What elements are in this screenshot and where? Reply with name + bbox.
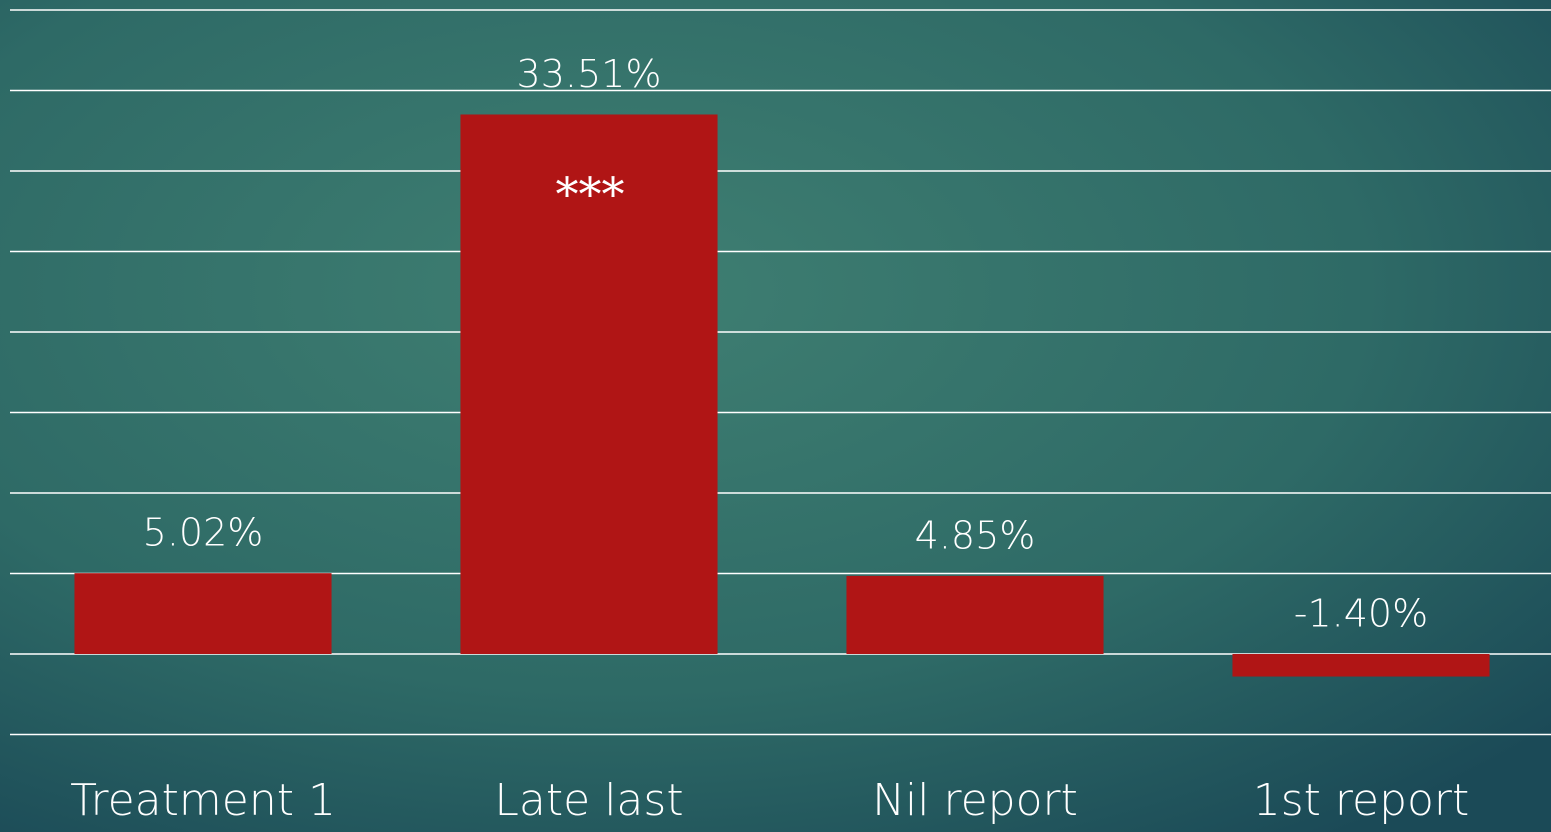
bars xyxy=(74,114,1490,677)
x-tick-label: Treatment 1 xyxy=(70,775,336,826)
significance-annotation: *** xyxy=(556,167,625,221)
bar xyxy=(1232,654,1490,677)
bar xyxy=(846,575,1104,654)
bar xyxy=(460,114,718,654)
value-label: 4.85% xyxy=(915,513,1036,557)
value-label: -1.40% xyxy=(1294,592,1428,636)
value-label: 5.02% xyxy=(143,511,264,555)
value-label: 33.51% xyxy=(517,52,662,96)
x-tick-label: Nil report xyxy=(872,775,1078,826)
x-tick-label: Late last xyxy=(494,775,683,826)
x-tick-label: 1st report xyxy=(1253,775,1470,826)
bar xyxy=(74,573,332,654)
